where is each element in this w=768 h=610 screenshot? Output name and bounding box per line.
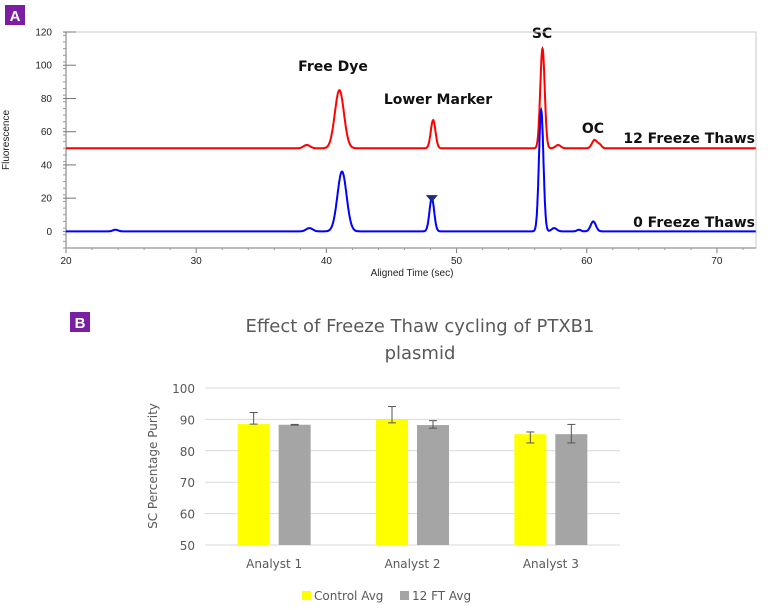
annotation-oc: OC <box>582 121 604 137</box>
bar-0-2 <box>514 434 547 545</box>
y-tick-label: 50 <box>180 539 195 553</box>
y-axis-label: SC Percentage Purity <box>146 403 160 529</box>
annotation-lower-marker: Lower Marker <box>384 92 492 108</box>
legend-swatch-control <box>302 591 311 600</box>
y-tick-label: 100 <box>35 61 52 72</box>
y-tick-label: 80 <box>180 445 195 459</box>
x-tick-label: 60 <box>581 256 593 267</box>
bar-1-2 <box>555 434 588 545</box>
annotation-sc: SC <box>532 26 552 42</box>
x-axis-label: Aligned Time (sec) <box>371 268 454 279</box>
y-tick-label: 120 <box>35 28 52 39</box>
y-tick-label: 80 <box>41 94 53 105</box>
x-tick-label: 20 <box>60 256 72 267</box>
x-tick-label: 40 <box>321 256 333 267</box>
bar-0-1 <box>376 419 408 545</box>
panel-b-label: B <box>75 315 86 332</box>
y-tick-label: 90 <box>180 413 195 427</box>
bar-1-0 <box>278 424 311 545</box>
x-tick-label: 30 <box>191 256 203 267</box>
chart-title-line-1: Effect of Freeze Thaw cycling of PTXB1 <box>246 316 595 337</box>
panel-a-badge <box>5 5 25 25</box>
y-axis-label: Fluorescence <box>1 110 12 170</box>
legend-0-freeze-thaws: 0 Freeze Thaws <box>633 215 755 231</box>
legend-label-12ft: 12 FT Avg <box>412 589 471 603</box>
y-tick-label: 40 <box>41 160 53 171</box>
category-label: Analyst 2 <box>384 557 440 571</box>
lower-marker-triangle <box>425 195 438 203</box>
series-line-1 <box>66 106 756 233</box>
category-label: Analyst 1 <box>246 557 302 571</box>
y-tick-label: 20 <box>41 194 53 205</box>
annotation-free-dye: Free Dye <box>298 59 368 75</box>
legend-12-freeze-thaws: 12 Freeze Thaws <box>623 131 755 147</box>
category-label: Analyst 3 <box>523 557 579 571</box>
x-tick-label: 50 <box>451 256 463 267</box>
bar-1-1 <box>417 425 449 545</box>
electropherogram-chart: Fluorescence Aligned Time (sec) Free Dye… <box>1 26 757 279</box>
series-line-0 <box>66 46 756 150</box>
chart-title-line-2: plasmid <box>385 343 456 364</box>
panel-a-label: A <box>10 8 21 25</box>
y-tick-label: 100 <box>172 382 195 396</box>
purity-bar-chart: Effect of Freeze Thaw cycling of PTXB1 p… <box>146 316 620 603</box>
legend-swatch-12ft <box>400 591 409 600</box>
y-tick-label: 70 <box>180 476 195 490</box>
x-tick-label: 70 <box>711 256 723 267</box>
panel-b-badge <box>70 312 90 332</box>
y-tick-label: 60 <box>41 127 53 138</box>
legend-label-control: Control Avg <box>314 589 383 603</box>
bar-0-0 <box>237 424 270 545</box>
y-tick-label: 60 <box>180 508 195 522</box>
y-tick-label: 0 <box>46 227 52 238</box>
